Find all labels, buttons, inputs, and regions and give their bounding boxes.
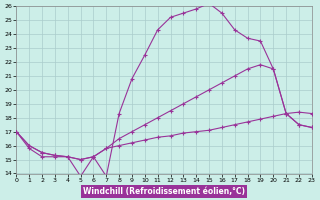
X-axis label: Windchill (Refroidissement éolien,°C): Windchill (Refroidissement éolien,°C) — [83, 187, 245, 196]
